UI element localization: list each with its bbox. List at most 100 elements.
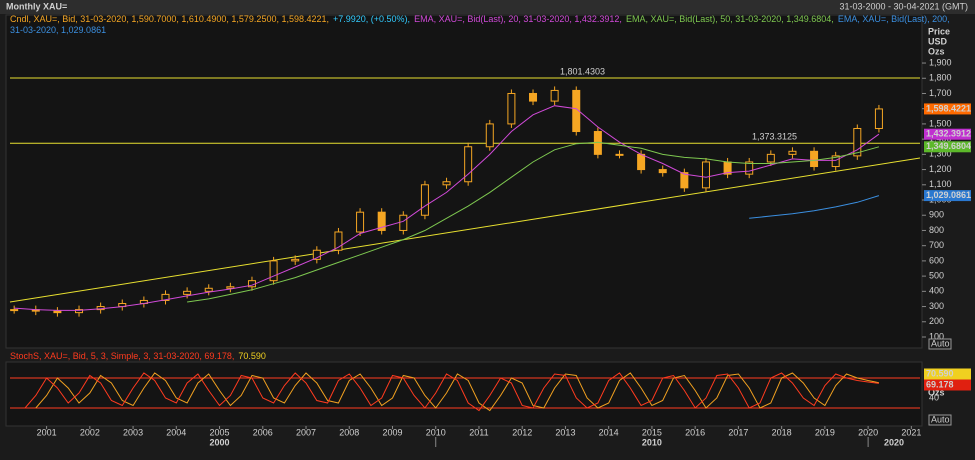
candle xyxy=(399,214,408,231)
auto-button[interactable] xyxy=(928,338,952,350)
date-range: 31-03-2000 - 30-04-2021 (GMT) xyxy=(839,1,968,11)
candle xyxy=(485,123,494,148)
x-tick-label: 2016 xyxy=(685,427,705,437)
value-box xyxy=(924,103,971,115)
value-box-label: 1,029.0861 xyxy=(926,190,971,200)
candle xyxy=(680,172,689,189)
value-box xyxy=(924,128,971,140)
candle xyxy=(161,293,170,301)
ema-line xyxy=(749,195,880,219)
legend-item: EMA, XAU=, Bid(Last), 50, 31-03-2020, 1,… xyxy=(626,14,834,24)
value-box-label: 1,432.3912 xyxy=(926,129,971,139)
x-tick-label: 2015 xyxy=(642,427,662,437)
y-tick-label: 200 xyxy=(929,316,944,326)
x-tick-label: 2011 xyxy=(469,427,488,437)
candle xyxy=(204,287,213,292)
y-tick-label: 100 xyxy=(929,331,944,341)
candle xyxy=(810,150,819,168)
x-tick-label: 2002 xyxy=(80,427,100,437)
annotation-label: 1,801.4303 xyxy=(560,66,605,76)
candle xyxy=(377,211,386,231)
candle xyxy=(420,184,429,216)
legend-line: 31-03-2020, 1,029.0861 xyxy=(10,25,106,35)
candle xyxy=(766,153,775,163)
x-tick-label: 2007 xyxy=(296,427,316,437)
x-tick-label: 2008 xyxy=(339,427,359,437)
x-tick-label: 2003 xyxy=(123,427,143,437)
y-tick-label: 600 xyxy=(929,255,944,265)
y-tick-label: 1,900 xyxy=(929,57,952,67)
candle xyxy=(658,169,667,174)
auto-button[interactable] xyxy=(928,414,952,426)
y-tick-label: 400 xyxy=(929,286,944,296)
ema-line xyxy=(187,141,880,303)
x-tick-label: 2012 xyxy=(512,427,532,437)
stoch-legend: StochS, XAU=, Bid, 5, 3, Simple, 3, 31-0… xyxy=(10,351,266,361)
y-tick-label: 40 xyxy=(929,392,939,402)
annotation-bg xyxy=(750,132,798,143)
decade-label: 2020 xyxy=(884,437,904,447)
y-tick-label: 900 xyxy=(929,210,944,220)
candle xyxy=(464,146,473,183)
annotation-label: 1,373.3125 xyxy=(752,132,797,142)
x-tick-label: 2010 xyxy=(426,427,446,437)
legend-line: Cndl, XAU=, Bid, 31-03-2020, 1,590.7000,… xyxy=(10,14,950,24)
legend-item: StochS, XAU=, Bid, 5, 3, Simple, 3, 31-0… xyxy=(10,351,234,361)
value-box xyxy=(924,190,971,202)
candle xyxy=(874,108,883,129)
candle xyxy=(831,155,840,168)
ema-line xyxy=(14,105,880,311)
legend-item: EMA, XAU=, Bid(Last), 200, xyxy=(838,14,950,24)
auto-label[interactable]: Auto xyxy=(931,338,950,348)
candle xyxy=(788,150,797,155)
window-title: Monthly XAU= xyxy=(6,1,67,11)
auto-label[interactable]: Auto xyxy=(931,414,950,424)
legend-item: Cndl, XAU=, Bid, 31-03-2020, 1,590.7000,… xyxy=(10,14,329,24)
x-tick-label: 2001 xyxy=(37,427,57,437)
stoch-line xyxy=(35,372,879,412)
candle xyxy=(637,153,646,171)
axis-label: Price xyxy=(928,26,950,36)
candle xyxy=(312,249,321,260)
candle xyxy=(75,309,84,314)
y-tick-label: 800 xyxy=(929,225,944,235)
candle xyxy=(291,258,300,262)
candle xyxy=(853,127,862,157)
value-box xyxy=(924,141,971,153)
candle xyxy=(356,211,365,233)
candle xyxy=(269,260,278,282)
axis-label: USD xyxy=(928,36,948,46)
candle xyxy=(550,89,559,102)
legend-item: +7.9920, (+0.50%), xyxy=(333,14,410,24)
x-tick-label: 2019 xyxy=(815,427,835,437)
legend-item: 31-03-2020, 1,029.0861 xyxy=(10,25,106,35)
x-tick-label: 2021 xyxy=(901,427,921,437)
x-tick-label: 2009 xyxy=(382,427,402,437)
x-tick-label: 2020 xyxy=(858,427,878,437)
y-tick-label: 500 xyxy=(929,270,944,280)
y-tick-label: 1,300 xyxy=(929,149,952,159)
candle xyxy=(10,309,19,312)
x-tick-label: 2005 xyxy=(210,427,230,437)
value-box xyxy=(924,368,971,380)
x-tick-label: 2006 xyxy=(253,427,273,437)
y-tick-label: 1,500 xyxy=(929,118,952,128)
candle xyxy=(745,161,754,175)
candle xyxy=(334,231,343,251)
candle xyxy=(507,92,516,125)
y-tick-label: 1,800 xyxy=(929,73,952,83)
value-box-label: 1,598.4221 xyxy=(926,103,971,113)
x-tick-label: 2004 xyxy=(166,427,186,437)
x-tick-label: 2013 xyxy=(555,427,575,437)
value-box-label: 1,349.6804 xyxy=(926,141,971,151)
candle xyxy=(442,181,451,186)
y-tick-label: 1,200 xyxy=(929,164,952,174)
axis-label: Ozs xyxy=(928,387,945,397)
legend-item: 70.590 xyxy=(238,351,266,361)
x-tick-label: 2018 xyxy=(772,427,792,437)
candle xyxy=(53,310,62,314)
value-box-label: 70.590 xyxy=(926,368,954,378)
axis-label: Ozs xyxy=(928,46,945,56)
legend-item: EMA, XAU=, Bid(Last), 20, 31-03-2020, 1,… xyxy=(414,14,622,24)
